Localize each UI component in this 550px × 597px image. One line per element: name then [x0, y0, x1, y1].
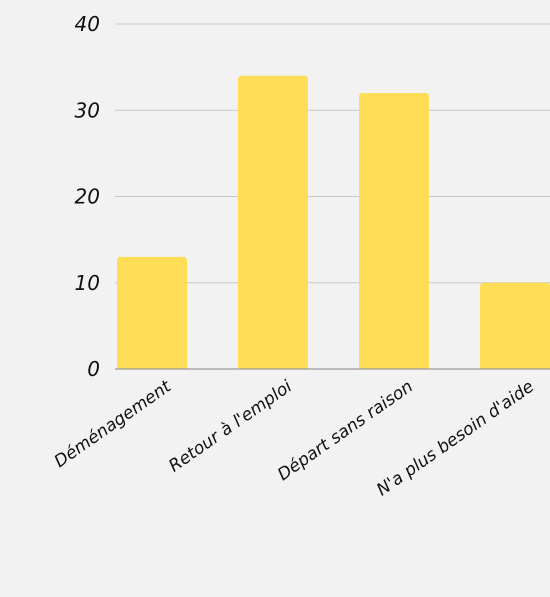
- bar-3: [480, 282, 550, 369]
- y-tick-label: 0: [87, 357, 100, 381]
- y-tick-label: 30: [75, 98, 100, 122]
- bar-2: [359, 93, 429, 369]
- bars: [117, 75, 550, 369]
- y-tick-label: 10: [75, 271, 100, 295]
- gridlines: [115, 23, 550, 284]
- bar-0: [117, 256, 187, 369]
- bar-1: [238, 75, 308, 369]
- y-tick-label: 20: [75, 185, 100, 209]
- x-tick-label: Retour à l'emploi: [165, 377, 296, 477]
- y-tick-labels: 0 10 20 30 40: [75, 12, 100, 381]
- y-tick-label: 40: [75, 12, 100, 36]
- x-tick-label: Déménagement: [51, 376, 176, 472]
